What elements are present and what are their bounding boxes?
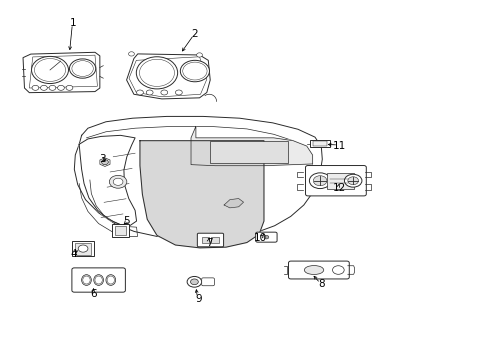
Ellipse shape: [139, 59, 174, 86]
Ellipse shape: [107, 276, 114, 284]
Text: 1: 1: [70, 18, 77, 28]
Polygon shape: [140, 141, 264, 248]
Circle shape: [180, 60, 209, 82]
Ellipse shape: [94, 275, 103, 285]
Circle shape: [196, 53, 202, 57]
Circle shape: [58, 85, 64, 90]
Circle shape: [332, 266, 344, 274]
Circle shape: [102, 159, 108, 165]
Circle shape: [78, 245, 88, 252]
Text: 11: 11: [332, 141, 345, 151]
Bar: [75, 243, 91, 255]
FancyBboxPatch shape: [288, 261, 348, 279]
Bar: [112, 224, 129, 237]
Ellipse shape: [95, 276, 102, 284]
Ellipse shape: [304, 266, 323, 274]
Circle shape: [146, 90, 153, 95]
Ellipse shape: [136, 57, 177, 89]
Circle shape: [72, 61, 93, 76]
Circle shape: [66, 85, 73, 90]
Bar: [312, 141, 326, 146]
Circle shape: [41, 85, 47, 90]
Circle shape: [183, 62, 206, 80]
Circle shape: [49, 85, 56, 90]
Text: 10: 10: [253, 233, 266, 243]
Bar: [309, 140, 329, 147]
Polygon shape: [23, 52, 100, 93]
Circle shape: [175, 90, 182, 95]
Circle shape: [264, 235, 268, 239]
Circle shape: [344, 174, 361, 187]
Polygon shape: [79, 135, 136, 225]
Polygon shape: [29, 55, 97, 88]
Text: 5: 5: [123, 216, 130, 226]
Text: 9: 9: [195, 294, 201, 303]
Polygon shape: [74, 116, 322, 239]
Circle shape: [347, 177, 358, 185]
Bar: [72, 241, 94, 256]
Text: 8: 8: [317, 279, 324, 289]
Bar: [211, 237, 219, 243]
Polygon shape: [129, 57, 206, 97]
Circle shape: [69, 59, 96, 78]
FancyBboxPatch shape: [72, 268, 125, 292]
Circle shape: [31, 57, 68, 84]
Polygon shape: [100, 158, 110, 166]
FancyBboxPatch shape: [197, 233, 223, 247]
Ellipse shape: [81, 275, 91, 285]
Text: 6: 6: [90, 289, 97, 299]
Bar: [201, 237, 209, 243]
Circle shape: [32, 85, 39, 90]
Circle shape: [190, 279, 198, 285]
Text: 7: 7: [206, 238, 212, 248]
FancyBboxPatch shape: [305, 166, 366, 196]
Circle shape: [113, 178, 122, 185]
FancyBboxPatch shape: [201, 278, 214, 286]
Circle shape: [313, 176, 326, 186]
Text: 12: 12: [332, 183, 345, 193]
Bar: [115, 226, 126, 235]
Circle shape: [161, 90, 167, 95]
Circle shape: [128, 52, 134, 56]
Circle shape: [109, 175, 126, 188]
Text: 4: 4: [70, 249, 77, 259]
Circle shape: [309, 173, 330, 189]
Text: 2: 2: [191, 28, 198, 39]
Circle shape: [187, 276, 201, 287]
Circle shape: [34, 59, 65, 81]
Ellipse shape: [82, 276, 90, 284]
Circle shape: [136, 90, 143, 95]
Ellipse shape: [106, 275, 116, 285]
Polygon shape: [191, 126, 312, 166]
FancyBboxPatch shape: [255, 232, 277, 242]
Text: 3: 3: [99, 154, 105, 164]
Bar: [326, 173, 353, 189]
Polygon shape: [126, 54, 210, 99]
Bar: [210, 141, 287, 163]
Polygon shape: [224, 199, 243, 208]
